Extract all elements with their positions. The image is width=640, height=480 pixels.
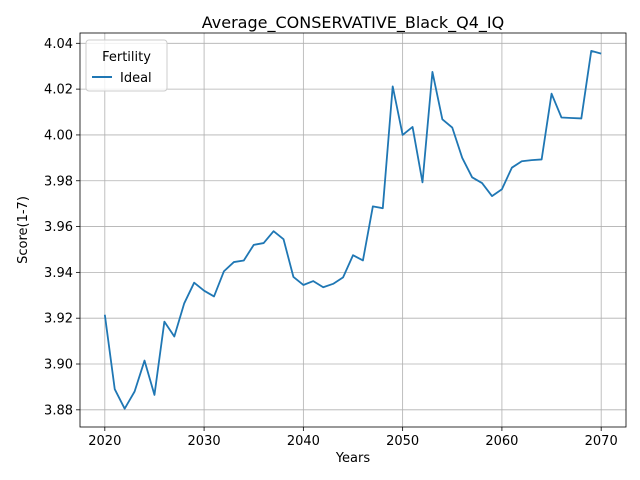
x-tick-label: 2060: [485, 434, 518, 449]
x-tick-label: 2050: [386, 434, 419, 449]
series-line-ideal: [103, 49, 602, 410]
y-axis-label: Score(1-7): [16, 196, 31, 264]
y-tick-label: 3.90: [44, 358, 73, 373]
legend-title: Fertility: [102, 50, 151, 65]
legend: Fertility Ideal: [85, 39, 168, 92]
y-tick-label: 3.92: [44, 312, 73, 327]
x-tick-label: 2070: [585, 434, 618, 449]
y-tick-label: 4.04: [44, 37, 73, 52]
legend-box: [85, 39, 168, 92]
grid: [80, 33, 626, 427]
chart-title: Average_CONSERVATIVE_Black_Q4_IQ: [202, 13, 505, 33]
series-layer: [103, 49, 602, 410]
y-tick-label: 3.88: [44, 403, 73, 418]
legend-label-ideal: Ideal: [120, 71, 152, 86]
y-tick-label: 4.02: [44, 83, 73, 98]
y-tick-label: 3.96: [44, 220, 73, 235]
y-tick-label: 4.00: [44, 128, 73, 143]
y-tick-label: 3.98: [44, 174, 73, 189]
x-axis-label: Years: [335, 451, 371, 466]
x-tick-label: 2030: [188, 434, 221, 449]
y-axis-ticks: 3.88 3.90 3.92 3.94 3.96 3.98 4.00 4.02 4.04: [44, 37, 80, 418]
x-tick-label: 2040: [287, 434, 320, 449]
x-axis-ticks: 2020 2030 2040 2050 2060 2070: [88, 427, 618, 449]
x-tick-label: 2020: [88, 434, 121, 449]
plot-frame: [79, 32, 627, 428]
y-tick-label: 3.94: [44, 266, 73, 281]
